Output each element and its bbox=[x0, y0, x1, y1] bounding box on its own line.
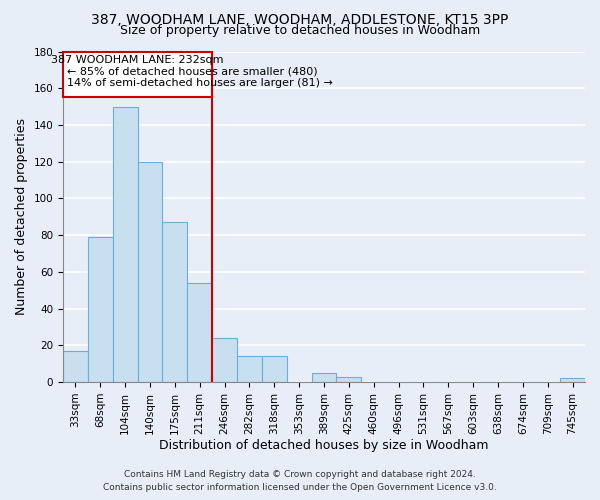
Text: Contains HM Land Registry data © Crown copyright and database right 2024.
Contai: Contains HM Land Registry data © Crown c… bbox=[103, 470, 497, 492]
Bar bbox=[560, 378, 585, 382]
Bar bbox=[88, 237, 113, 382]
X-axis label: Distribution of detached houses by size in Woodham: Distribution of detached houses by size … bbox=[159, 440, 489, 452]
Bar bbox=[187, 283, 212, 382]
FancyBboxPatch shape bbox=[63, 52, 212, 98]
Text: Size of property relative to detached houses in Woodham: Size of property relative to detached ho… bbox=[120, 24, 480, 37]
Bar bbox=[113, 106, 137, 382]
Text: 14% of semi-detached houses are larger (81) →: 14% of semi-detached houses are larger (… bbox=[67, 78, 332, 88]
Bar bbox=[163, 222, 187, 382]
Bar bbox=[137, 162, 163, 382]
Y-axis label: Number of detached properties: Number of detached properties bbox=[15, 118, 28, 316]
Bar bbox=[262, 356, 287, 382]
Text: 387 WOODHAM LANE: 232sqm: 387 WOODHAM LANE: 232sqm bbox=[52, 55, 224, 65]
Bar bbox=[311, 373, 337, 382]
Bar bbox=[63, 351, 88, 382]
Text: 387, WOODHAM LANE, WOODHAM, ADDLESTONE, KT15 3PP: 387, WOODHAM LANE, WOODHAM, ADDLESTONE, … bbox=[91, 12, 509, 26]
Bar bbox=[212, 338, 237, 382]
Bar bbox=[237, 356, 262, 382]
Text: ← 85% of detached houses are smaller (480): ← 85% of detached houses are smaller (48… bbox=[67, 66, 317, 76]
Bar bbox=[337, 376, 361, 382]
